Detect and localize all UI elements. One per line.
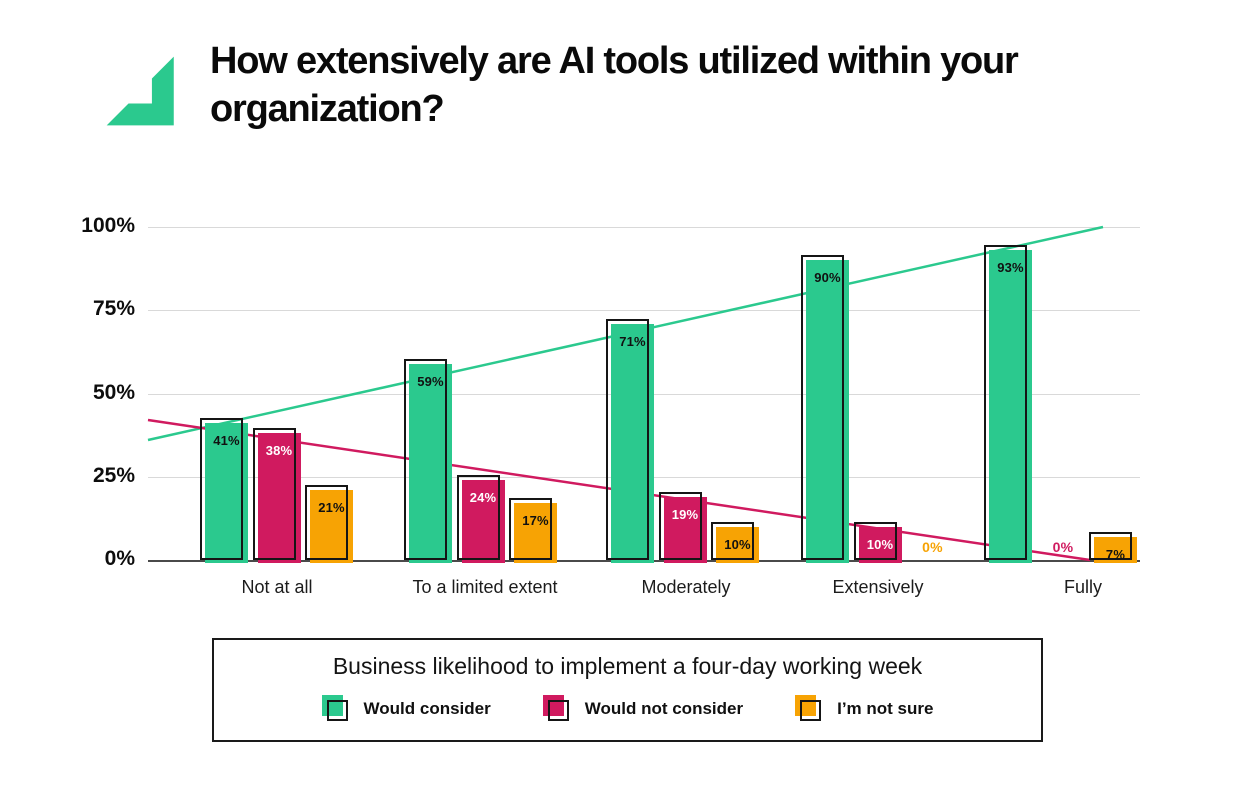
legend-title: Business likelihood to implement a four-… xyxy=(332,653,923,679)
bar-would-consider-extensively xyxy=(806,260,849,563)
bar-value-label: 59% xyxy=(417,374,444,389)
legend-item-would-not-consider: Would not consider xyxy=(542,695,744,723)
bar-outline xyxy=(853,522,897,560)
gridline-100% xyxy=(148,227,1140,228)
bar-outline xyxy=(252,428,296,560)
legend-swatch-icon xyxy=(542,695,571,723)
bar-would-not-consider-not-at-all xyxy=(257,433,301,563)
bar-outline xyxy=(404,359,447,560)
bar-outline xyxy=(200,418,243,560)
x-axis-category-label: To a limited extent xyxy=(412,577,558,597)
bar-outline xyxy=(606,319,649,560)
bar-would-consider-moderately xyxy=(611,324,654,563)
legend-item-i-m-not-sure: I’m not sure xyxy=(795,695,933,723)
bar-would-not-consider-extensively xyxy=(858,527,902,563)
legend-swatch-icon xyxy=(321,695,350,723)
bar-would-consider-fully xyxy=(989,250,1032,563)
bar-outline xyxy=(658,492,702,560)
bar-value-label: 71% xyxy=(619,334,646,349)
brand-corner-arrow-icon xyxy=(106,56,174,126)
bar-outline xyxy=(456,475,500,560)
bar-would-consider-not-at-all xyxy=(205,423,248,563)
bar-would-not-consider-moderately xyxy=(663,497,707,563)
legend-box: Business likelihood to implement a four-… xyxy=(212,638,1043,742)
y-axis-tick-label: 0% xyxy=(104,547,135,570)
bar-value-label: 17% xyxy=(522,513,549,528)
bar-value-label-zero: 0% xyxy=(1052,539,1074,555)
gridline-75% xyxy=(148,310,1140,311)
bar-outline xyxy=(801,255,844,560)
bar-outline xyxy=(711,522,754,560)
bar-outline xyxy=(1089,532,1132,560)
bar-value-label: 21% xyxy=(318,500,345,515)
y-axis-tick-label: 75% xyxy=(92,297,135,320)
page-title: How extensively are AI tools utilized wi… xyxy=(210,40,1019,130)
y-axis-tick-label: 25% xyxy=(92,464,135,487)
legend-items: Would consider Would not consider I’m not … xyxy=(214,695,1041,723)
y-axis-tick-label: 50% xyxy=(92,381,135,404)
x-axis-category-label: Fully xyxy=(1063,577,1102,597)
x-axis-category-label: Moderately xyxy=(641,577,731,597)
legend-label: Would not consider xyxy=(584,699,744,718)
bar-value-label: 41% xyxy=(213,433,240,448)
bar-i-m-not-sure-to-a-limited-extent xyxy=(514,503,557,563)
bar-would-not-consider-to-a-limited-extent xyxy=(461,480,505,563)
bar-i-m-not-sure-not-at-all xyxy=(310,490,353,563)
bar-would-consider-to-a-limited-extent xyxy=(409,364,452,563)
legend-item-would-consider: Would consider xyxy=(321,695,491,723)
y-axis-tick-label: 100% xyxy=(81,214,135,237)
legend-label: Would consider xyxy=(363,699,491,718)
x-axis-category-label: Extensively xyxy=(832,577,924,597)
bar-outline xyxy=(509,498,552,560)
bar-value-label: 10% xyxy=(724,537,751,552)
legend-label: I’m not sure xyxy=(837,699,934,718)
bar-value-label: 90% xyxy=(814,270,841,285)
x-axis-category-label: Not at all xyxy=(241,577,313,597)
bar-outline xyxy=(984,245,1027,560)
bar-outline xyxy=(305,485,348,560)
bar-value-label: 10% xyxy=(866,537,894,552)
bar-value-label: 19% xyxy=(671,507,699,522)
bar-i-m-not-sure-moderately xyxy=(716,527,759,563)
bar-value-label: 24% xyxy=(469,490,497,505)
bar-value-label: 7% xyxy=(1105,547,1126,562)
bar-value-label-zero: 0% xyxy=(922,539,943,555)
bar-value-label: 93% xyxy=(997,260,1024,275)
legend-swatch-icon xyxy=(795,695,823,723)
bar-value-label: 38% xyxy=(265,443,293,458)
